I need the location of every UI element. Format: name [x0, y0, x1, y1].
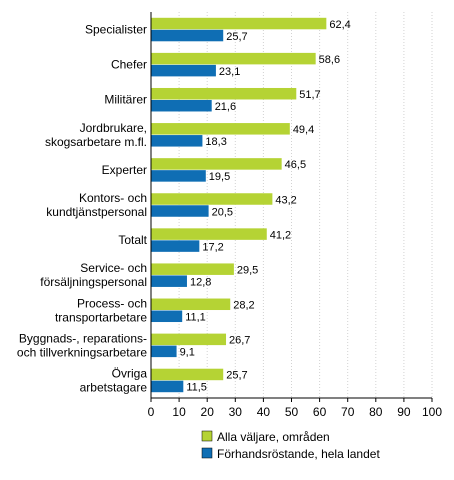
value-label: 29,5 — [237, 264, 258, 276]
bar-series1 — [151, 17, 327, 30]
category-label: Byggnads-, reparations-och tillverknings… — [17, 331, 147, 359]
legend: Alla väljare, områden Förhandsröstande, h… — [201, 430, 380, 461]
value-label: 58,6 — [319, 54, 340, 66]
value-label: 18,3 — [205, 136, 226, 148]
x-tick-label: 40 — [257, 405, 271, 419]
value-label: 49,4 — [293, 124, 314, 136]
value-label: 11,5 — [186, 382, 207, 394]
category-label: Militärer — [104, 93, 147, 107]
bar-series1 — [151, 298, 231, 311]
bar-series2 — [151, 29, 224, 42]
category-label: Specialister — [85, 23, 147, 37]
value-label: 9,1 — [180, 347, 195, 359]
bar-series1 — [151, 263, 234, 275]
value-label: 41,2 — [270, 229, 291, 241]
value-label: 17,2 — [202, 241, 223, 253]
value-label: 25,7 — [226, 31, 247, 43]
value-label: 21,6 — [215, 101, 236, 113]
bar-series2 — [151, 240, 200, 252]
x-tick-label: 30 — [229, 405, 243, 419]
bar-series2 — [151, 170, 206, 182]
legend-label: Alla väljare, områden — [217, 430, 330, 444]
bar-series1 — [151, 87, 297, 100]
bar-series2 — [151, 64, 216, 77]
category-label: Totalt — [118, 233, 147, 247]
value-label: 51,7 — [299, 89, 320, 101]
category-labels: Specialister Chefer Militärer Jordbrukare, s… — [17, 23, 148, 395]
value-label: 23,1 — [219, 66, 240, 78]
category-label: Service- och försäljningspersonal — [40, 261, 147, 289]
bars — [151, 17, 327, 393]
category-label: Övriga arbetstagare — [80, 366, 148, 394]
category-label: Process- och transportarbetare — [55, 296, 147, 324]
bar-series2 — [151, 275, 187, 287]
x-tick-label: 80 — [369, 405, 383, 419]
bar-series1 — [151, 193, 273, 205]
bar-series2 — [151, 345, 177, 358]
value-label: 11,1 — [185, 312, 206, 324]
x-tick-label: 60 — [313, 405, 327, 419]
x-tick-label: 100 — [422, 405, 442, 419]
bar-series2 — [151, 310, 183, 323]
bar-series1 — [151, 123, 290, 135]
bar-series1 — [151, 368, 224, 381]
x-tick-label: 0 — [148, 405, 155, 419]
bar-series1 — [151, 333, 227, 346]
category-label: Experter — [102, 163, 147, 177]
value-label: 46,5 — [285, 159, 306, 171]
bar-series2 — [151, 380, 184, 393]
value-label: 26,7 — [229, 335, 250, 347]
legend-swatch — [201, 447, 213, 459]
value-label: 28,2 — [233, 300, 254, 312]
x-axis-ticks: 0 10 20 30 40 50 60 70 80 90 100 — [148, 398, 442, 419]
value-labels: 62,4 25,7 58,6 23,1 51,7 21,6 49,4 18,3 46,5 19,5… — [180, 19, 351, 394]
bar-series2 — [151, 135, 203, 147]
category-label: Chefer — [111, 58, 147, 72]
x-tick-label: 50 — [285, 405, 299, 419]
legend-label: Förhandsröstande, hela landet — [217, 447, 380, 461]
x-tick-label: 10 — [172, 405, 186, 419]
value-label: 25,7 — [226, 370, 247, 382]
bar-series2 — [151, 205, 209, 217]
value-label: 12,8 — [190, 276, 211, 288]
category-label: Kontors- och kundtjänstpersonal — [46, 191, 147, 219]
value-label: 20,5 — [212, 206, 233, 218]
x-tick-label: 70 — [341, 405, 355, 419]
x-tick-label: 20 — [201, 405, 215, 419]
bar-series1 — [151, 52, 316, 65]
value-label: 43,2 — [275, 194, 296, 206]
value-label: 19,5 — [209, 171, 230, 183]
legend-swatch — [201, 430, 213, 442]
bar-series1 — [151, 228, 267, 240]
bar-series2 — [151, 99, 212, 112]
bar-series1 — [151, 158, 282, 170]
value-label: 62,4 — [329, 19, 350, 31]
x-tick-label: 90 — [397, 405, 411, 419]
category-label: Jordbrukare, skogsarbetare m.fl. — [45, 121, 147, 149]
